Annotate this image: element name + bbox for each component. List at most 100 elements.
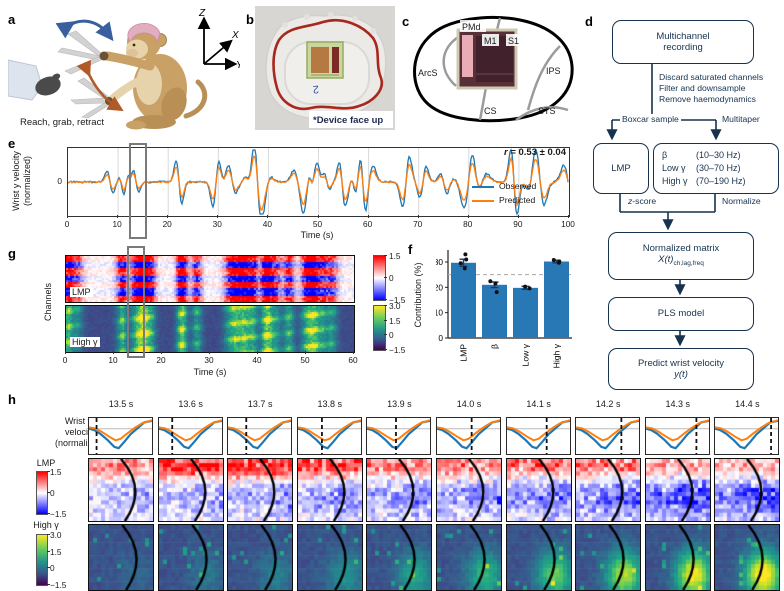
h-hg-cbar-tick: 1.5 (50, 546, 62, 557)
label-ips: IPS (546, 66, 561, 76)
g-cbar-mark (384, 255, 387, 256)
e-xtick: 20 (162, 219, 172, 229)
h-highgamma-grid (366, 524, 433, 591)
flow-step: Discard saturated channels (659, 72, 764, 82)
band-row-text: (30–70 Hz) (696, 163, 741, 173)
h-cbar-mark (47, 471, 50, 472)
g-cbar-mark (384, 319, 387, 321)
h-time-label: 14.1 s (526, 399, 551, 409)
e-xtick: 60 (362, 219, 373, 229)
label-sts: STS (538, 106, 556, 116)
h-time-label: 13.9 s (387, 399, 412, 409)
flow-edge-preprocessing-steps: Discard saturated channels Filter and dow… (659, 72, 781, 105)
flow-edge-label-multitaper: Multitaper (720, 114, 762, 124)
h-predicted-trace (158, 419, 222, 442)
g-lmp-colorbar (373, 255, 386, 301)
reach-arrow-blue (55, 19, 114, 42)
region-labels: PMd M1 S1 IPS ArcS CS STS (418, 20, 561, 116)
e-xtick-mark (267, 215, 269, 218)
g-xtick: 20 (156, 355, 166, 365)
band-row-text: Low γ (662, 163, 686, 173)
g-highgamma-label: High γ (70, 337, 100, 347)
robot-arm (8, 59, 61, 101)
h-time-label: 13.8 s (317, 399, 343, 409)
f-datapoint (464, 257, 469, 262)
h-velocity-row-label: Wrist y- velocity (normalized) (24, 416, 136, 449)
panel-d-letter: d (585, 14, 593, 29)
flow-node-text: recording (663, 42, 703, 53)
g-cbar-mark (384, 348, 387, 350)
h-lmp-cbar-tick: −1.5 (50, 509, 67, 519)
h-lmp-grid (575, 458, 642, 522)
h-observed-trace (88, 419, 153, 450)
panel-a-caption: Reach, grab, retract (20, 117, 104, 128)
h-highgamma-grid (296, 524, 363, 591)
h-predicted-trace (715, 419, 779, 442)
dish-bumps (282, 12, 376, 34)
panel-h-letter: h (8, 392, 16, 407)
flow-node-text: Predict wrist velocity (637, 357, 725, 369)
predicted-line-sample (472, 199, 494, 202)
e-highlight-window (129, 143, 147, 239)
g-xtick-mark (257, 351, 258, 354)
f-datapoint (523, 284, 528, 289)
h-highgamma-grid (436, 524, 502, 591)
f-bar-chart: 0 10 20 30 LMP β Low γ High γ (436, 250, 572, 368)
h-lmp-grid (644, 458, 711, 522)
e-ylabel-line2: (normalized) (22, 156, 32, 207)
h-highgamma-grid (644, 524, 711, 591)
e-legend-observed: Observed (472, 181, 536, 191)
g-lmp-heatmap (65, 255, 355, 303)
e-xlabel: Time (s) (300, 230, 334, 240)
h-cbar-mark (47, 513, 50, 514)
h-cbar-mark (47, 534, 50, 535)
g-cbar-mark (384, 299, 387, 300)
g-xtick: 40 (252, 355, 262, 365)
h-lmp-grid (296, 458, 363, 522)
f-datapoint (488, 279, 493, 284)
g-hg-cbar-tick: 0 (389, 330, 394, 341)
e-legend-predicted: Predicted (472, 195, 535, 205)
g-xtick-mark (113, 351, 114, 354)
flow-node-text: Normalized matrix (642, 242, 720, 254)
e-xtick: 50 (312, 219, 323, 229)
h-observed-trace (297, 419, 361, 450)
g-highlight-window (127, 246, 145, 358)
h-hg-cbar-tick: −1.5 (50, 579, 67, 590)
brain-map: PMd M1 S1 IPS ArcS CS STS (413, 15, 574, 123)
g-lmp-cbar-tick: −1.5 (389, 295, 406, 305)
h-observed-trace (227, 419, 292, 450)
h-predicted-trace (88, 419, 153, 442)
h-velocity-miniplot (366, 417, 432, 455)
predicted-trace (67, 154, 569, 211)
e-xtick: 90 (513, 219, 523, 229)
e-xtick-mark (367, 215, 369, 218)
superior-temporal-sulcus (515, 106, 569, 122)
g-cbar-mark (384, 334, 387, 336)
h-time-label: 14.3 s (665, 399, 691, 409)
h-highgamma-grid (575, 524, 642, 591)
g-xtick-mark (161, 351, 162, 354)
g-hg-cbar-tick: −1.5 (389, 344, 406, 355)
h-lmp-grid (88, 458, 154, 522)
h-lmp-grid (157, 458, 224, 522)
f-bar (482, 284, 507, 338)
caption-box (309, 111, 393, 128)
h-predicted-trace (436, 419, 501, 442)
h-highgamma-grid (227, 524, 294, 591)
h-predicted-trace (297, 419, 362, 442)
flow-node-text: Multichannel (656, 30, 710, 42)
h-highgamma-grid (157, 524, 224, 591)
h-observed-trace (575, 419, 640, 450)
e-xtick-mark (517, 215, 519, 218)
f-ytick: 30 (436, 257, 443, 267)
matrix-sub: ch,lag,freq (673, 259, 704, 267)
h-lmp-grid (436, 458, 502, 522)
e-xtick: 80 (463, 219, 473, 229)
arcuate-sulcus (442, 34, 461, 87)
f-datapoint (462, 266, 467, 271)
h-lmp-row-label: LMP (36, 458, 56, 468)
g-xtick-mark (353, 351, 354, 354)
h-row1-l1: Wrist y- (64, 416, 96, 426)
h-observed-trace (367, 419, 431, 450)
